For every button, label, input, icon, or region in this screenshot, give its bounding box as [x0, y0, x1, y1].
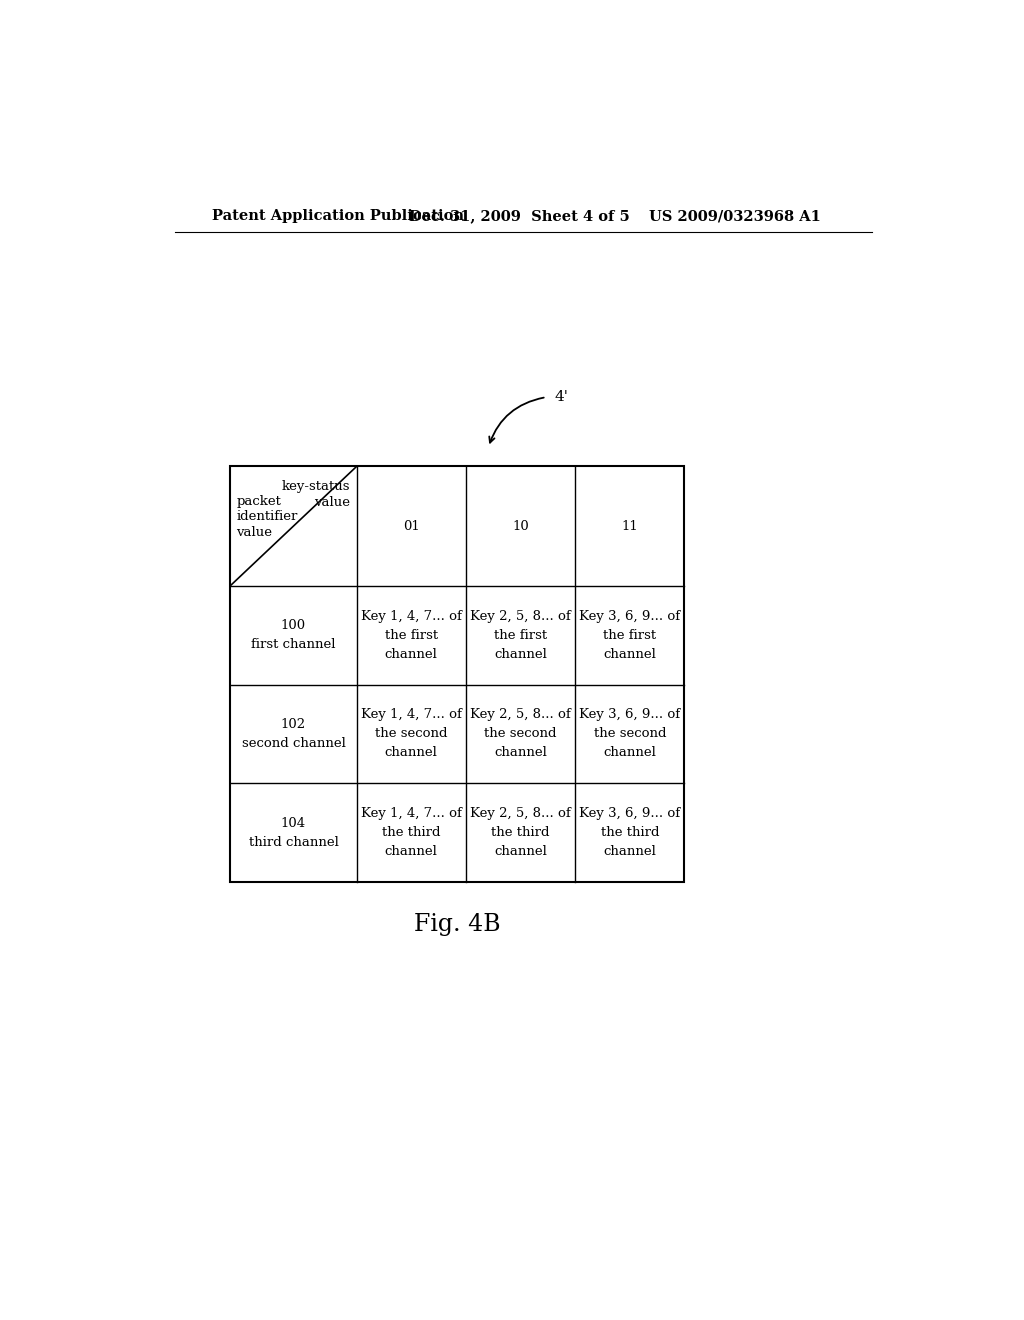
Text: Key 1, 4, 7... of
the first
channel: Key 1, 4, 7... of the first channel	[360, 610, 462, 660]
Text: 100
first channel: 100 first channel	[251, 619, 336, 651]
Text: Patent Application Publication: Patent Application Publication	[212, 209, 464, 223]
Text: Key 3, 6, 9... of
the second
channel: Key 3, 6, 9... of the second channel	[580, 709, 680, 759]
Text: Key 2, 5, 8... of
the second
channel: Key 2, 5, 8... of the second channel	[470, 709, 571, 759]
Text: 11: 11	[622, 520, 638, 532]
Text: Dec. 31, 2009  Sheet 4 of 5: Dec. 31, 2009 Sheet 4 of 5	[409, 209, 630, 223]
Text: key-status: key-status	[282, 480, 350, 494]
Text: 104
third channel: 104 third channel	[249, 817, 338, 849]
Text: value: value	[237, 525, 272, 539]
Text: Key 3, 6, 9... of
the third
channel: Key 3, 6, 9... of the third channel	[580, 808, 680, 858]
Text: 01: 01	[402, 520, 420, 532]
Text: US 2009/0323968 A1: US 2009/0323968 A1	[649, 209, 820, 223]
Text: Key 1, 4, 7... of
the third
channel: Key 1, 4, 7... of the third channel	[360, 808, 462, 858]
Text: packet: packet	[237, 495, 282, 508]
Bar	[230, 466, 684, 882]
Text: 4': 4'	[554, 391, 568, 404]
Text: identifier: identifier	[237, 511, 298, 523]
Text: Key 3, 6, 9... of
the first
channel: Key 3, 6, 9... of the first channel	[580, 610, 680, 660]
Text: 10: 10	[512, 520, 529, 532]
Text: value: value	[314, 496, 350, 508]
Text: Key 1, 4, 7... of
the second
channel: Key 1, 4, 7... of the second channel	[360, 709, 462, 759]
Text: Fig. 4B: Fig. 4B	[414, 913, 501, 936]
Text: 102
second channel: 102 second channel	[242, 718, 345, 750]
Text: Key 2, 5, 8... of
the third
channel: Key 2, 5, 8... of the third channel	[470, 808, 571, 858]
Text: Key 2, 5, 8... of
the first
channel: Key 2, 5, 8... of the first channel	[470, 610, 571, 660]
